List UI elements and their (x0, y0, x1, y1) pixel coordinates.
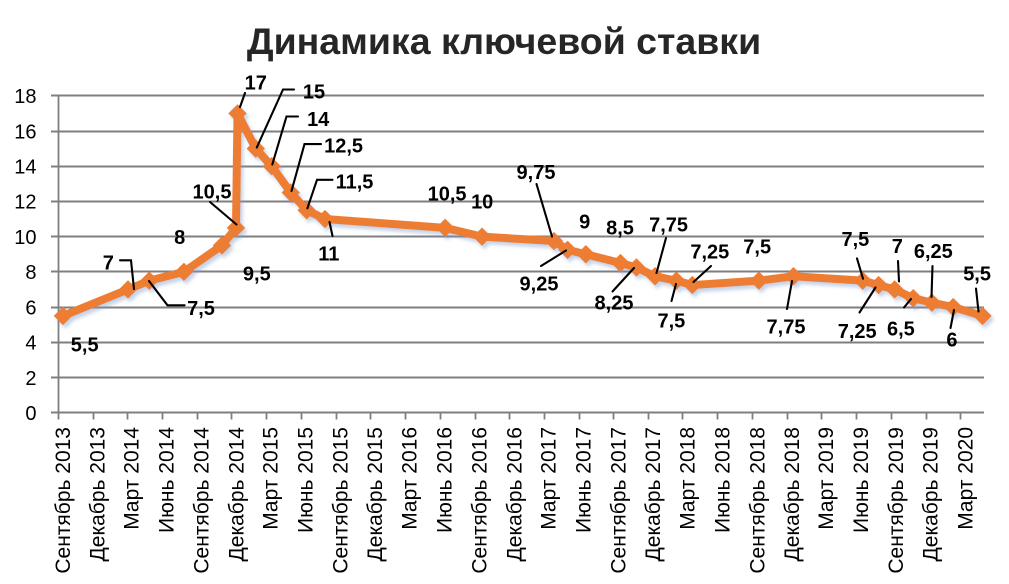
svg-text:Июнь 2018: Июнь 2018 (711, 427, 734, 533)
svg-text:Март 2014: Март 2014 (121, 427, 144, 530)
svg-text:7,5: 7,5 (841, 229, 869, 251)
svg-text:Декабрь 2013: Декабрь 2013 (87, 427, 110, 561)
svg-text:Декабрь 2015: Декабрь 2015 (364, 427, 387, 561)
svg-text:16: 16 (14, 121, 36, 143)
svg-text:9,5: 9,5 (243, 264, 271, 286)
svg-text:6,25: 6,25 (914, 241, 953, 263)
svg-text:Сентябрь 2018: Сентябрь 2018 (746, 427, 769, 574)
svg-text:Июнь 2016: Июнь 2016 (434, 427, 457, 533)
svg-text:Сентябрь 2017: Сентябрь 2017 (607, 427, 630, 574)
svg-text:7: 7 (892, 236, 903, 258)
svg-text:12: 12 (14, 192, 36, 214)
svg-text:Июнь 2015: Июнь 2015 (295, 427, 318, 533)
svg-text:Сентябрь 2016: Сентябрь 2016 (469, 427, 492, 574)
svg-text:15: 15 (303, 81, 325, 103)
svg-text:Декабрь 2014: Декабрь 2014 (225, 427, 248, 562)
svg-text:Сентябрь 2014: Сентябрь 2014 (191, 427, 214, 574)
svg-text:7,5: 7,5 (657, 311, 685, 333)
svg-text:11: 11 (318, 244, 339, 266)
svg-text:Март 2020: Март 2020 (954, 427, 977, 530)
svg-text:10,5: 10,5 (193, 182, 232, 204)
svg-text:6: 6 (25, 297, 36, 319)
svg-text:Динамика ключевой ставки: Динамика ключевой ставки (247, 20, 761, 62)
svg-text:Март 2018: Март 2018 (676, 427, 699, 530)
svg-text:12,5: 12,5 (324, 135, 363, 157)
svg-text:7,5: 7,5 (187, 298, 215, 320)
svg-text:Декабрь 2019: Декабрь 2019 (920, 427, 943, 561)
svg-text:8: 8 (25, 262, 36, 284)
svg-text:8,5: 8,5 (606, 218, 634, 240)
svg-text:2: 2 (25, 368, 36, 390)
svg-text:Июнь 2014: Июнь 2014 (156, 427, 179, 533)
svg-text:Март 2016: Март 2016 (399, 427, 422, 530)
svg-text:7,25: 7,25 (838, 321, 877, 343)
svg-text:6,5: 6,5 (887, 319, 915, 341)
svg-text:14: 14 (307, 109, 330, 131)
svg-text:8,25: 8,25 (595, 293, 634, 315)
svg-text:9: 9 (579, 212, 590, 234)
svg-text:10,5: 10,5 (428, 183, 467, 205)
svg-text:Сентябрь 2013: Сентябрь 2013 (52, 427, 75, 574)
svg-text:Декабрь 2018: Декабрь 2018 (781, 427, 804, 561)
svg-text:Декабрь 2016: Декабрь 2016 (503, 427, 526, 561)
svg-text:7: 7 (103, 253, 114, 275)
svg-text:Март 2017: Март 2017 (538, 427, 561, 530)
svg-text:Март 2015: Март 2015 (260, 427, 283, 530)
svg-text:14: 14 (14, 157, 36, 179)
svg-text:17: 17 (245, 73, 267, 95)
svg-text:6: 6 (946, 330, 957, 352)
svg-text:7,25: 7,25 (690, 242, 729, 264)
svg-text:Июнь 2017: Июнь 2017 (573, 427, 596, 533)
svg-text:7,75: 7,75 (767, 317, 806, 339)
svg-text:10: 10 (14, 227, 36, 249)
svg-text:Июнь 2019: Июнь 2019 (850, 427, 873, 533)
svg-text:9,25: 9,25 (520, 274, 559, 296)
svg-text:Сентябрь 2019: Сентябрь 2019 (885, 427, 908, 574)
svg-text:7,5: 7,5 (743, 237, 771, 259)
svg-text:11,5: 11,5 (336, 171, 374, 193)
svg-text:10: 10 (471, 192, 493, 214)
svg-text:4: 4 (25, 333, 36, 355)
svg-text:8: 8 (174, 227, 185, 249)
svg-text:18: 18 (14, 86, 36, 108)
svg-text:7,75: 7,75 (649, 215, 688, 237)
svg-text:Сентябрь 2015: Сентябрь 2015 (330, 427, 353, 574)
svg-text:0: 0 (25, 403, 36, 425)
svg-text:Декабрь 2017: Декабрь 2017 (642, 427, 665, 561)
svg-text:5,5: 5,5 (963, 264, 991, 286)
svg-text:9,75: 9,75 (517, 162, 556, 184)
svg-text:5,5: 5,5 (71, 334, 99, 356)
svg-text:Март 2019: Март 2019 (815, 427, 838, 530)
